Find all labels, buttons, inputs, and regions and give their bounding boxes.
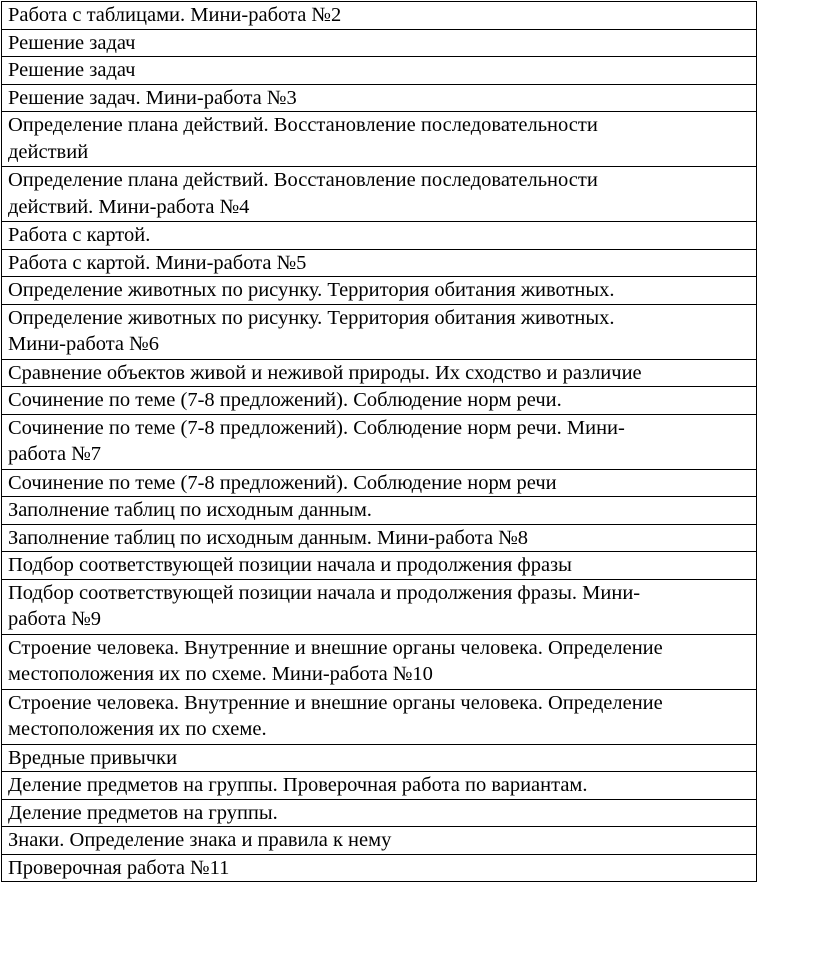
table-cell: Заполнение таблиц по исходным данным.	[1, 496, 757, 525]
table-row: Проверочная работа №11	[1, 853, 757, 882]
table-cell: Строение человека. Внутренние и внешние …	[1, 688, 757, 745]
table-cell: Решение задач. Мини-работа №3	[1, 83, 757, 112]
table-cell: Строение человека. Внутренние и внешние …	[1, 633, 757, 690]
table-row: Определение животных по рисунку. Террито…	[1, 303, 757, 360]
table-row: Определение животных по рисунку. Террито…	[1, 276, 757, 305]
table-cell: Проверочная работа №11	[1, 853, 757, 882]
table-row: Определение плана действий. Восстановлен…	[1, 111, 757, 167]
table-cell: Деление предметов на группы.	[1, 798, 757, 827]
table-row: Вредные привычки	[1, 743, 757, 772]
lessons-table: Работа с таблицами. Мини-работа №2 Решени…	[1, 1, 757, 882]
table-cell: Работа с таблицами. Мини-работа №2	[1, 1, 757, 30]
table-row: Подбор соответствующей позиции начала и …	[1, 578, 757, 635]
table-cell: Сравнение объектов живой и неживой приро…	[1, 358, 757, 387]
table-row: Сочинение по теме (7-8 предложений). Соб…	[1, 468, 757, 497]
table-cell: Решение задач	[1, 56, 757, 85]
table-row: Деление предметов на группы.	[1, 798, 757, 827]
table-row: Строение человека. Внутренние и внешние …	[1, 688, 757, 745]
table-row: Определение плана действий. Восстановлен…	[1, 166, 757, 222]
table-cell: Работа с картой.	[1, 221, 757, 250]
table-row: Сочинение по теме (7-8 предложений). Соб…	[1, 386, 757, 415]
table-cell: Определение плана действий. Восстановлен…	[1, 166, 757, 222]
table-row: Работа с таблицами. Мини-работа №2	[1, 1, 757, 30]
table-row: Сравнение объектов живой и неживой приро…	[1, 358, 757, 387]
table-cell: Сочинение по теме (7-8 предложений). Соб…	[1, 468, 757, 497]
table-row: Сочинение по теме (7-8 предложений). Соб…	[1, 413, 757, 470]
table-cell: Определение плана действий. Восстановлен…	[1, 111, 757, 167]
table-cell: Определение животных по рисунку. Террито…	[1, 276, 757, 305]
table-cell: Подбор соответствующей позиции начала и …	[1, 578, 757, 635]
table-cell: Решение задач	[1, 28, 757, 57]
table-row: Заполнение таблиц по исходным данным.	[1, 496, 757, 525]
table-cell: Заполнение таблиц по исходным данным. Ми…	[1, 523, 757, 552]
table-cell: Определение животных по рисунку. Террито…	[1, 303, 757, 360]
table-cell: Подбор соответствующей позиции начала и …	[1, 551, 757, 580]
table-row: Строение человека. Внутренние и внешние …	[1, 633, 757, 690]
table-cell: Сочинение по теме (7-8 предложений). Соб…	[1, 386, 757, 415]
table-row: Решение задач	[1, 56, 757, 85]
table-row: Работа с картой.	[1, 221, 757, 250]
table-cell: Сочинение по теме (7-8 предложений). Соб…	[1, 413, 757, 470]
table-row: Деление предметов на группы. Проверочная…	[1, 771, 757, 800]
table-row: Решение задач	[1, 28, 757, 57]
table-row: Подбор соответствующей позиции начала и …	[1, 551, 757, 580]
table-cell: Работа с картой. Мини-работа №5	[1, 248, 757, 277]
table-row: Заполнение таблиц по исходным данным. Ми…	[1, 523, 757, 552]
table-cell: Вредные привычки	[1, 743, 757, 772]
lessons-table-body: Работа с таблицами. Мини-работа №2 Решени…	[1, 1, 757, 882]
table-row: Знаки. Определение знака и правила к нем…	[1, 826, 757, 855]
table-cell: Знаки. Определение знака и правила к нем…	[1, 826, 757, 855]
table-row: Работа с картой. Мини-работа №5	[1, 248, 757, 277]
table-row: Решение задач. Мини-работа №3	[1, 83, 757, 112]
table-cell: Деление предметов на группы. Проверочная…	[1, 771, 757, 800]
